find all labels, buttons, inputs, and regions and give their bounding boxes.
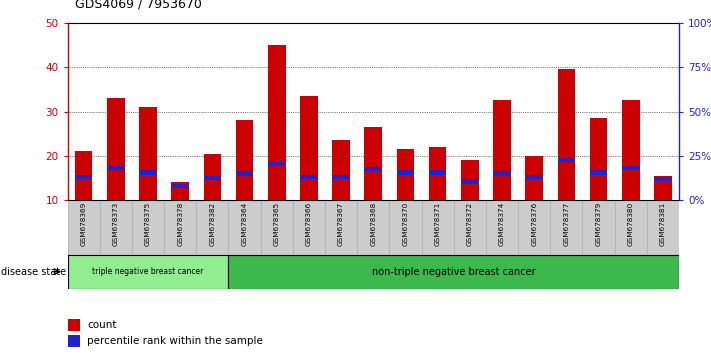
Text: GSM678376: GSM678376 [531,202,538,246]
Text: GSM678380: GSM678380 [628,202,634,246]
Bar [486,200,518,255]
Text: percentile rank within the sample: percentile rank within the sample [87,336,263,346]
Bar [171,182,189,244]
Bar [228,200,261,255]
Bar [397,149,415,244]
Bar [68,255,228,289]
Bar [107,98,124,244]
Text: GSM678382: GSM678382 [209,202,215,246]
Text: GDS4069 / 7953670: GDS4069 / 7953670 [75,0,201,11]
Bar [268,161,286,166]
Bar [164,200,196,255]
Bar [525,175,543,179]
Text: GSM678381: GSM678381 [660,202,666,246]
Bar [132,200,164,255]
Text: GSM678371: GSM678371 [434,202,441,246]
Bar [622,101,640,244]
Text: triple negative breast cancer: triple negative breast cancer [92,267,203,276]
Bar [357,200,390,255]
Bar [235,120,253,244]
Bar [493,171,510,176]
Text: disease state: disease state [1,267,66,277]
Bar [654,177,672,181]
Bar [493,101,510,244]
Text: GSM678375: GSM678375 [145,202,151,246]
Bar [268,45,286,244]
Text: GSM678372: GSM678372 [467,202,473,246]
Text: GSM678370: GSM678370 [402,202,408,246]
Bar [196,200,228,255]
Bar [461,160,479,244]
Bar [332,140,350,244]
Text: GSM678366: GSM678366 [306,202,312,246]
Bar [589,170,607,175]
Bar [139,107,157,244]
Bar [107,166,124,170]
Text: GSM678367: GSM678367 [338,202,344,246]
Bar [365,127,382,244]
Bar [654,176,672,244]
Bar [228,255,679,289]
Bar [261,200,293,255]
Text: non-triple negative breast cancer: non-triple negative breast cancer [372,267,535,277]
Bar [429,170,447,175]
Text: GSM678364: GSM678364 [242,202,247,246]
Bar [332,175,350,179]
Bar [454,200,486,255]
Bar [68,200,100,255]
Bar [139,170,157,175]
Bar [557,158,575,162]
Bar [203,176,221,180]
Bar [647,200,679,255]
Text: GSM678378: GSM678378 [177,202,183,246]
Bar [68,319,80,331]
Bar [614,200,647,255]
Bar [525,156,543,244]
Bar [582,200,614,255]
Bar [365,167,382,171]
Bar [68,335,80,347]
Bar [518,200,550,255]
Text: GSM678365: GSM678365 [274,202,279,246]
Bar [557,69,575,244]
Bar [550,200,582,255]
Bar [461,179,479,184]
Text: GSM678377: GSM678377 [563,202,570,246]
Bar [300,175,318,179]
Bar [397,170,415,175]
Text: GSM678379: GSM678379 [596,202,602,246]
Bar [429,147,447,244]
Text: GSM678368: GSM678368 [370,202,376,246]
Bar [325,200,357,255]
Bar [75,152,92,244]
Bar [203,154,221,244]
Bar [235,171,253,176]
Bar [589,118,607,244]
Bar [622,166,640,170]
Text: GSM678373: GSM678373 [113,202,119,246]
Text: count: count [87,320,117,330]
Bar [293,200,325,255]
Text: GSM678369: GSM678369 [80,202,87,246]
Bar [75,175,92,179]
Text: GSM678374: GSM678374 [499,202,505,246]
Bar [171,184,189,188]
Bar [100,200,132,255]
Bar [300,96,318,244]
Bar [422,200,454,255]
Bar [390,200,422,255]
